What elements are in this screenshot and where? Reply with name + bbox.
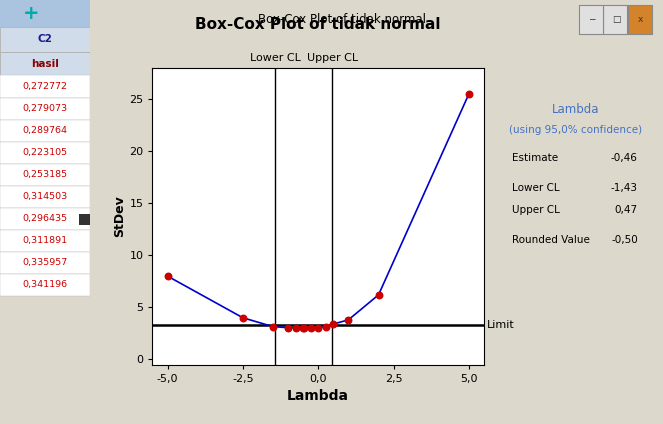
Point: [313, 324, 324, 331]
Text: 0,311891: 0,311891: [22, 236, 68, 245]
FancyBboxPatch shape: [0, 120, 90, 142]
FancyBboxPatch shape: [0, 52, 90, 75]
Text: Limit: Limit: [487, 320, 514, 330]
Point: [298, 325, 308, 332]
Text: 0,314503: 0,314503: [22, 192, 68, 201]
FancyBboxPatch shape: [579, 5, 603, 33]
Text: +: +: [23, 4, 40, 23]
Text: Box-Cox Plot of tidak normal: Box-Cox Plot of tidak normal: [258, 13, 426, 25]
Point: [320, 324, 331, 331]
Text: 0,47: 0,47: [615, 205, 638, 215]
Text: Lower CL: Lower CL: [250, 53, 300, 63]
Title: Box-Cox Plot of tidak normal: Box-Cox Plot of tidak normal: [196, 17, 441, 32]
Text: 0,335957: 0,335957: [22, 258, 68, 268]
FancyBboxPatch shape: [0, 27, 90, 52]
Text: Upper CL: Upper CL: [307, 53, 358, 63]
Text: Upper CL: Upper CL: [512, 205, 560, 215]
FancyBboxPatch shape: [0, 186, 90, 208]
Text: Lower CL: Lower CL: [512, 183, 560, 193]
Text: 0,279073: 0,279073: [22, 104, 68, 113]
Text: (using 95,0% confidence): (using 95,0% confidence): [509, 125, 642, 135]
Point: [162, 273, 173, 279]
Y-axis label: StDev: StDev: [113, 195, 127, 237]
Text: 0,272772: 0,272772: [23, 82, 67, 91]
Text: Lambda: Lambda: [552, 103, 599, 116]
FancyBboxPatch shape: [0, 208, 90, 230]
Text: x: x: [638, 14, 643, 24]
Point: [237, 314, 248, 321]
Text: □: □: [612, 14, 620, 24]
FancyBboxPatch shape: [0, 230, 90, 252]
FancyBboxPatch shape: [0, 252, 90, 274]
Point: [306, 325, 316, 332]
Point: [283, 324, 294, 331]
Text: Rounded Value: Rounded Value: [512, 235, 590, 245]
Text: -0,50: -0,50: [611, 235, 638, 245]
Point: [373, 291, 384, 298]
FancyBboxPatch shape: [628, 5, 652, 33]
Text: 0,253185: 0,253185: [22, 170, 68, 179]
Point: [268, 323, 278, 330]
Text: 0,296435: 0,296435: [22, 214, 68, 223]
Point: [343, 316, 353, 323]
Point: [299, 325, 310, 332]
Text: hasil: hasil: [30, 59, 59, 69]
Point: [328, 321, 339, 327]
FancyBboxPatch shape: [79, 214, 90, 225]
FancyBboxPatch shape: [0, 164, 90, 186]
Text: C2: C2: [37, 34, 52, 45]
X-axis label: Lambda: Lambda: [287, 389, 349, 403]
FancyBboxPatch shape: [0, 0, 90, 27]
Text: 0,289764: 0,289764: [23, 126, 67, 135]
Text: -0,46: -0,46: [611, 153, 638, 163]
FancyBboxPatch shape: [0, 142, 90, 164]
FancyBboxPatch shape: [0, 98, 90, 120]
Text: 0,341196: 0,341196: [22, 280, 68, 290]
FancyBboxPatch shape: [0, 274, 90, 296]
Text: -1,43: -1,43: [611, 183, 638, 193]
FancyBboxPatch shape: [0, 75, 90, 98]
FancyBboxPatch shape: [603, 5, 627, 33]
Point: [463, 90, 474, 97]
Text: Estimate: Estimate: [512, 153, 558, 163]
Text: −: −: [588, 14, 595, 24]
Text: 0,223105: 0,223105: [22, 148, 68, 157]
Point: [290, 325, 301, 332]
